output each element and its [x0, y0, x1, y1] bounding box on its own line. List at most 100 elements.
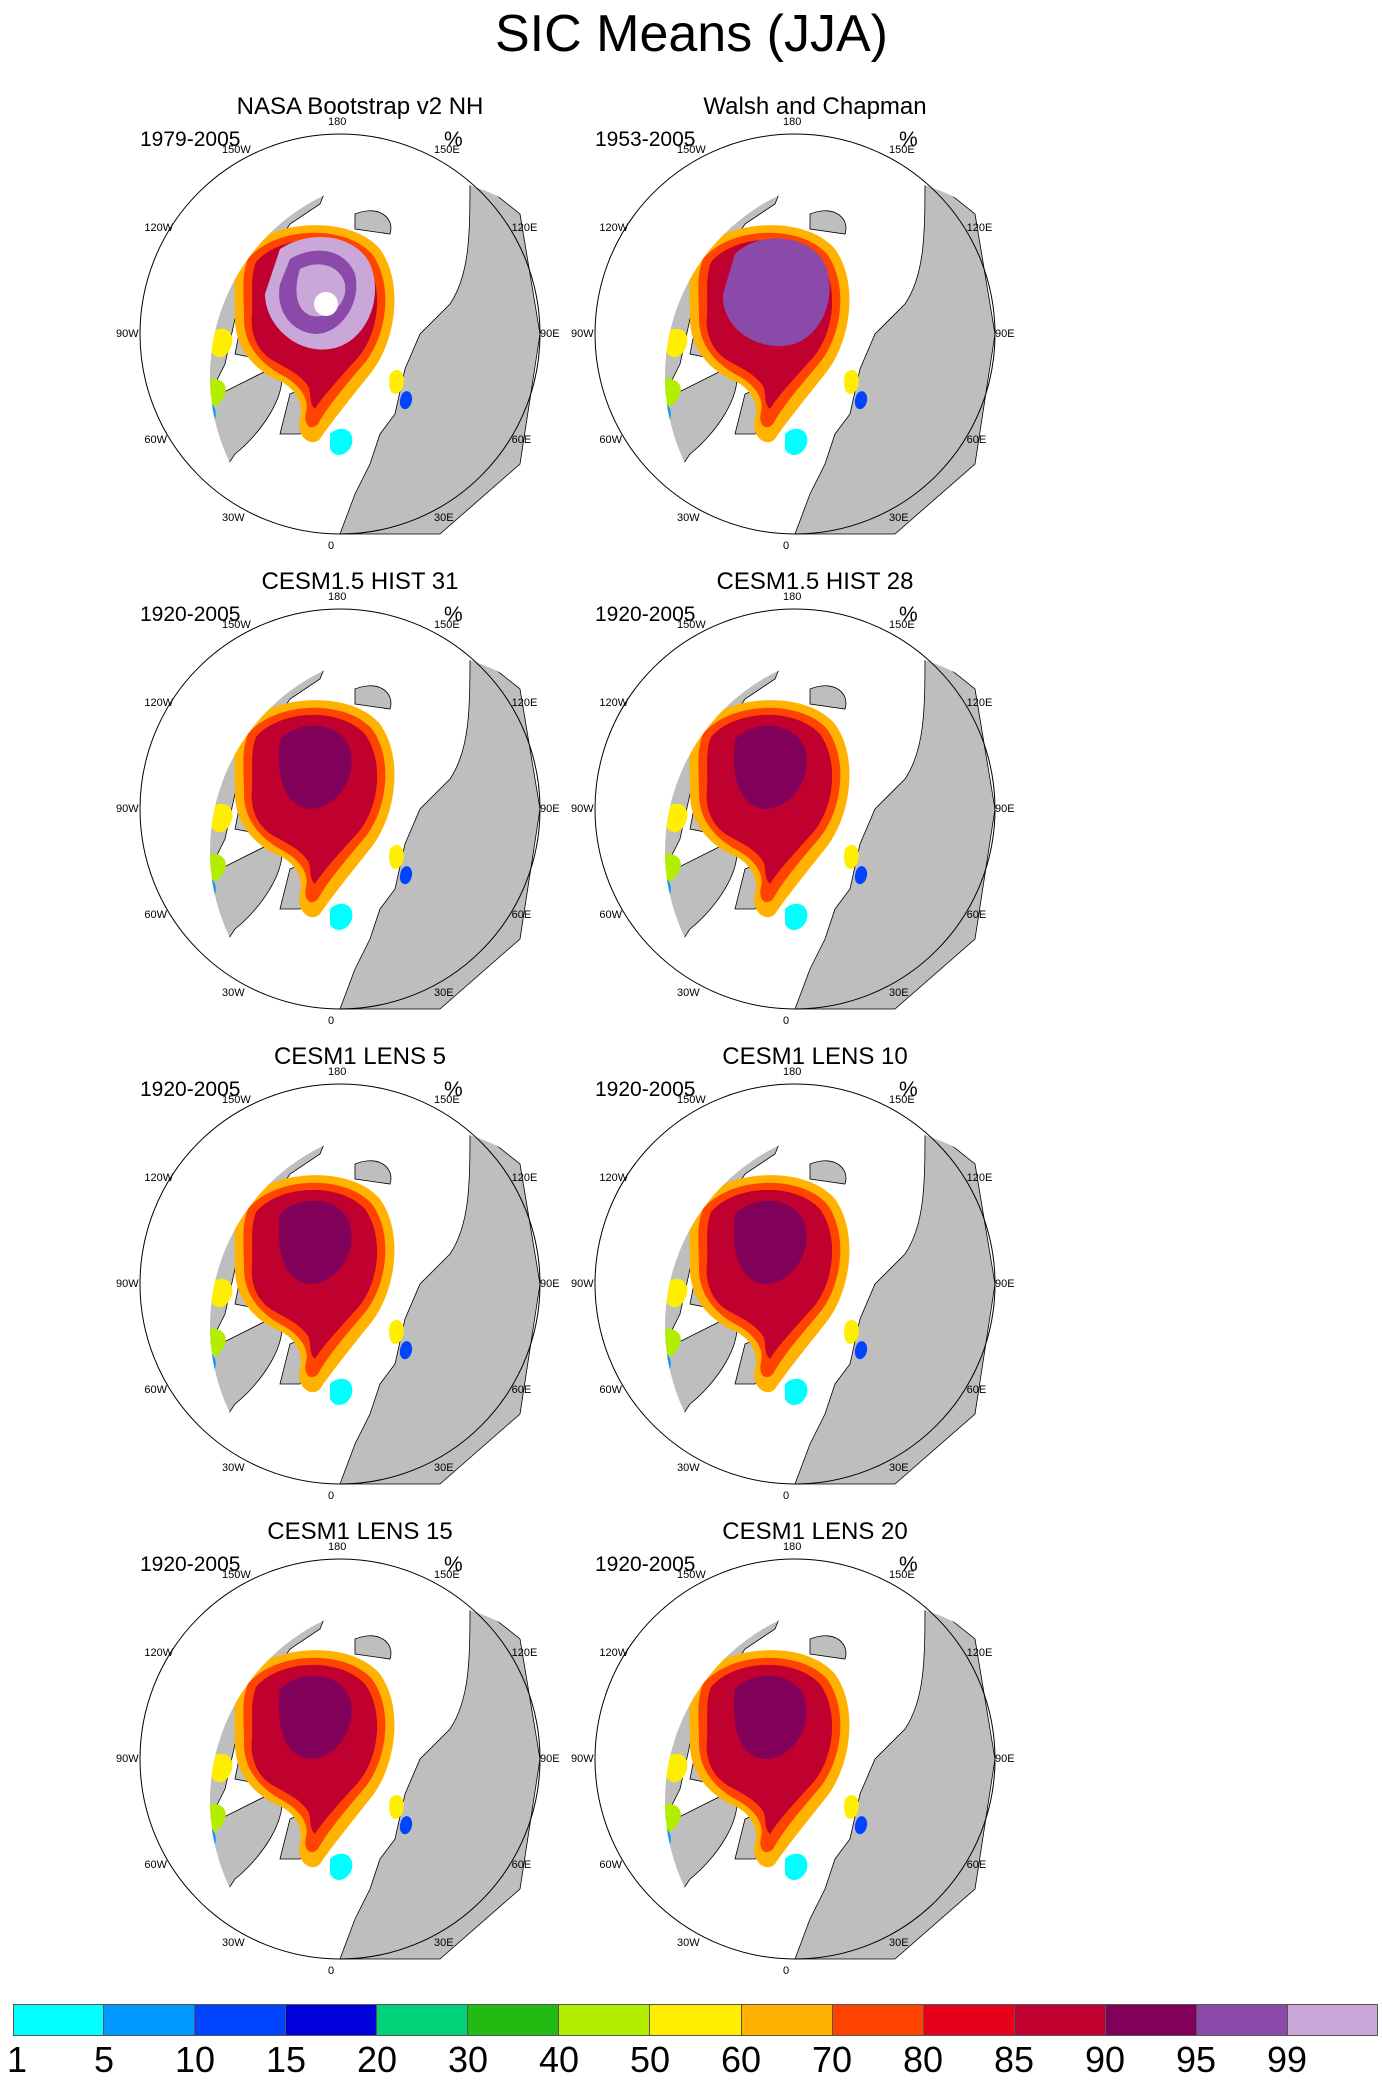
panel-title: CESM1 LENS 10 [722, 1043, 908, 1070]
lon-label: 30W [677, 986, 700, 999]
lon-label: 0 [328, 1490, 335, 1502]
lon-label: 180 [783, 1541, 802, 1553]
lon-label: 120E [511, 1172, 538, 1184]
lon-label: 90E [540, 803, 560, 815]
polar-map [594, 1083, 996, 1485]
lon-label: 120W [599, 697, 629, 709]
panel-unit: % [444, 128, 463, 151]
lon-label: 0 [783, 540, 790, 552]
lon-label: 90E [995, 1753, 1015, 1765]
lon-label: 120W [599, 1647, 629, 1659]
colorbar-swatch [1195, 2004, 1287, 2036]
colorbar-tick-label: 40 [538, 2039, 580, 2080]
panel-title: Walsh and Chapman [703, 93, 927, 120]
lon-label: 0 [783, 1965, 790, 1977]
panel-unit: % [444, 1078, 463, 1101]
lon-label: 30W [222, 1461, 245, 1474]
lon-label: 60W [144, 909, 168, 921]
lon-label: 150W [222, 619, 251, 632]
lon-label: 150W [222, 1094, 251, 1107]
lon-label: 0 [328, 1015, 335, 1027]
panel-unit: % [899, 1078, 918, 1101]
lon-label: 150W [222, 144, 251, 157]
lon-label: 60E [966, 1859, 987, 1871]
polar-map [139, 1558, 541, 1960]
lon-label: 150W [677, 1094, 706, 1107]
polar-map [594, 608, 996, 1010]
colorbar-swatch [285, 2004, 377, 2036]
lon-label: 30W [222, 986, 245, 999]
map-boundary [594, 1558, 996, 1960]
lon-label: 90W [571, 803, 594, 815]
colorbar-tick-label: 20 [356, 2039, 398, 2080]
lon-label: 60E [511, 434, 532, 446]
map-boundary [139, 1083, 541, 1485]
lon-label: 30E [434, 1936, 454, 1949]
lon-label: 90W [571, 1278, 594, 1290]
lon-label: 90W [571, 328, 594, 340]
colorbar-tick-label: 50 [629, 2039, 671, 2080]
sea-ice [665, 1650, 868, 1881]
panel-period: 1953-2005 [595, 128, 696, 151]
lon-label: 150E [434, 1094, 460, 1107]
polar-map [594, 133, 996, 535]
lon-label: 60E [966, 909, 987, 921]
lon-label: 30E [889, 1936, 909, 1949]
colorbar-swatch [922, 2004, 1014, 2036]
lon-label: 60E [966, 434, 987, 446]
colorbar-swatch [194, 2004, 286, 2036]
lon-label: 120E [966, 222, 993, 234]
panel-unit: % [444, 603, 463, 626]
lon-label: 120W [144, 222, 174, 234]
colorbar-swatch [1013, 2004, 1105, 2036]
lon-label: 150E [889, 1569, 915, 1582]
colorbar-tick-label: 80 [902, 2039, 944, 2080]
colorbar-tick-label: 85 [993, 2039, 1035, 2080]
lon-label: 150E [889, 1094, 915, 1107]
panel-title: NASA Bootstrap v2 NH [236, 93, 484, 120]
colorbar-swatch [831, 2004, 923, 2036]
lon-label: 150E [889, 144, 915, 157]
lon-label: 150E [889, 619, 915, 632]
panel-title: CESM1.5 HIST 31 [261, 568, 459, 595]
map-boundary [594, 133, 996, 535]
lon-label: 60W [599, 909, 623, 921]
lon-label: 90E [995, 1278, 1015, 1290]
panel-unit: % [899, 1553, 918, 1576]
panel-period: 1979-2005 [140, 128, 241, 151]
lon-label: 60W [144, 434, 168, 446]
lon-label: 120E [511, 697, 538, 709]
colorbar-swatch [649, 2004, 741, 2036]
lon-label: 30W [677, 1461, 700, 1474]
figure-title: SIC Means (JJA) [495, 5, 888, 63]
lon-label: 30E [434, 511, 454, 524]
lon-label: 120W [599, 1172, 629, 1184]
colorbar-tick-label: 30 [447, 2039, 489, 2080]
lon-label: 150E [434, 144, 460, 157]
colorbar-tick-label: 60 [720, 2039, 762, 2080]
lon-label: 180 [328, 1541, 347, 1553]
map-panel: CESM1 LENS 10 1920-2005% 180 150E 120E 90E 60… [525, 1042, 1105, 1512]
panel-title: CESM1 LENS 5 [273, 1043, 447, 1070]
panel-period: 1920-2005 [140, 1553, 241, 1576]
panel-unit: % [444, 1553, 463, 1576]
lon-label: 120E [966, 1647, 993, 1659]
lon-label: 0 [783, 1490, 790, 1502]
colorbar-swatch [1104, 2004, 1196, 2036]
lon-label: 180 [783, 1066, 802, 1078]
lon-label: 0 [783, 1015, 790, 1027]
lon-label: 150W [677, 144, 706, 157]
lon-label: 150E [434, 1569, 460, 1582]
panel-title: CESM1 LENS 15 [267, 1518, 453, 1545]
lon-label: 30W [677, 1936, 700, 1949]
colorbar-swatch [13, 2004, 104, 2036]
lon-label: 120E [511, 222, 538, 234]
sea-ice [210, 225, 413, 456]
lon-label: 120W [144, 1172, 174, 1184]
lon-label: 60W [144, 1384, 168, 1396]
panel-period: 1920-2005 [595, 603, 696, 626]
colorbar-swatch [376, 2004, 468, 2036]
lon-label: 90E [995, 803, 1015, 815]
map-boundary [594, 1083, 996, 1485]
lon-label: 60W [144, 1859, 168, 1871]
